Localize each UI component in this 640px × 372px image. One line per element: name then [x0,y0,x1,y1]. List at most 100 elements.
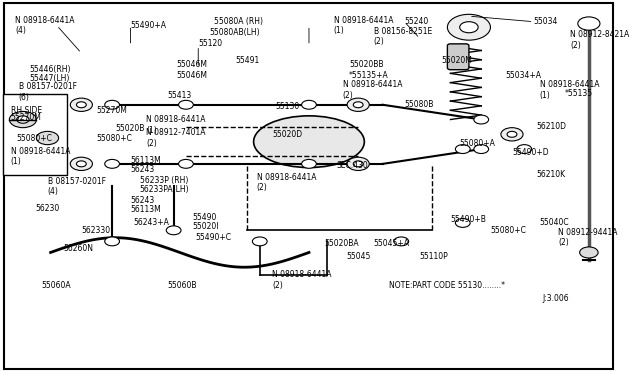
Text: 55045: 55045 [346,251,371,261]
FancyBboxPatch shape [447,44,469,70]
Circle shape [166,226,181,235]
Text: N 08918-6441A
(4): N 08918-6441A (4) [15,16,74,35]
Text: 55020D: 55020D [272,130,302,139]
Circle shape [70,98,92,112]
Text: 56113M: 56113M [131,205,161,215]
Circle shape [105,237,120,246]
FancyBboxPatch shape [4,3,614,369]
Text: *55135: *55135 [564,89,593,98]
Text: 56243: 56243 [131,196,155,205]
Text: 55020I: 55020I [192,222,219,231]
Text: 56230: 56230 [35,203,60,213]
Circle shape [580,247,598,258]
Text: *55135+A: *55135+A [349,71,388,80]
Text: 55060B: 55060B [168,281,197,290]
Text: SEC.430: SEC.430 [337,161,369,170]
Circle shape [105,160,120,168]
Text: N 08918-6441A
(1): N 08918-6441A (1) [146,115,205,135]
Circle shape [347,98,369,112]
FancyBboxPatch shape [3,94,67,175]
Text: 55490+D: 55490+D [512,148,548,157]
Text: N 08918-6441A
(2): N 08918-6441A (2) [343,80,403,100]
Circle shape [501,128,523,141]
Text: B 08156-8251E
(2): B 08156-8251E (2) [374,27,432,46]
Text: 55080+A: 55080+A [460,139,495,148]
Circle shape [474,115,488,124]
Text: N 08912-9441A
(2): N 08912-9441A (2) [558,228,618,247]
Text: 55080+C: 55080+C [97,134,132,142]
Text: B 08157-0201F
(6): B 08157-0201F (6) [19,82,77,102]
Circle shape [301,100,316,109]
Text: 55045+A: 55045+A [374,239,410,248]
Circle shape [456,145,470,154]
Text: 56243: 56243 [131,165,155,174]
Circle shape [76,102,86,108]
Circle shape [179,160,193,168]
Circle shape [301,160,316,168]
Circle shape [460,22,478,33]
Text: 55110P: 55110P [420,251,449,261]
Text: N 08912-7401A
(2): N 08912-7401A (2) [146,128,205,148]
Text: 56243+A: 56243+A [134,218,170,227]
Text: B 08157-0201F
(4): B 08157-0201F (4) [47,177,106,196]
Text: RH SIDE: RH SIDE [11,106,42,115]
Text: 55490+B: 55490+B [451,215,486,224]
Text: 56210K: 56210K [536,170,566,179]
Text: 56233P (RH): 56233P (RH) [140,176,188,185]
Circle shape [353,161,363,167]
Text: 55020M: 55020M [441,56,472,65]
Text: 55080B: 55080B [404,100,434,109]
Text: 562330: 562330 [81,226,111,235]
Text: N 08918-6441A
(2): N 08918-6441A (2) [257,173,316,192]
Circle shape [252,237,267,246]
Text: N 08918-6441A
(1): N 08918-6441A (1) [540,80,599,100]
Text: 56233PA(LH): 56233PA(LH) [140,185,189,194]
Text: 55080+C: 55080+C [490,226,526,235]
Circle shape [179,100,193,109]
Text: 56210D: 56210D [536,122,566,131]
Circle shape [36,131,59,145]
Text: 55020BA: 55020BA [324,239,359,248]
Text: 55040C: 55040C [540,218,570,227]
Text: 55080+C: 55080+C [17,134,52,142]
Text: 55270M: 55270M [97,106,127,115]
Circle shape [353,102,363,108]
Text: N 08918-6441A
(1): N 08918-6441A (1) [333,16,393,35]
Circle shape [507,131,517,137]
Text: 55446(RH): 55446(RH) [29,65,70,74]
Text: 55490: 55490 [192,213,216,222]
Circle shape [17,116,29,123]
Circle shape [10,112,36,128]
Text: 55490+A: 55490+A [131,21,166,30]
Text: 56113M: 56113M [131,155,161,165]
Text: 55034+A: 55034+A [506,71,542,80]
Text: 55060A: 55060A [42,281,71,290]
Circle shape [76,161,86,167]
Circle shape [70,157,92,170]
Text: 55240: 55240 [404,17,429,26]
Text: 55034: 55034 [534,17,558,26]
Text: 55413: 55413 [168,91,192,100]
Circle shape [456,218,470,227]
Circle shape [105,100,120,109]
Circle shape [394,237,408,246]
Text: 55130: 55130 [275,102,300,111]
Circle shape [347,157,369,170]
Text: 55020B: 55020B [115,124,145,133]
Text: 55270M: 55270M [11,113,42,122]
Text: 55491: 55491 [235,56,259,65]
Ellipse shape [253,116,364,167]
Text: 55490+C: 55490+C [195,233,231,242]
Text: NOTE:PART CODE 55130........*: NOTE:PART CODE 55130........* [389,281,505,290]
Text: 55046M: 55046M [177,60,208,69]
Circle shape [517,145,532,154]
Text: N 08918-6441A
(1): N 08918-6441A (1) [11,147,70,166]
Circle shape [474,145,488,154]
Text: J:3.006: J:3.006 [543,294,570,303]
Text: N 08918-6441A
(2): N 08918-6441A (2) [272,270,332,290]
Text: 56260N: 56260N [63,244,93,253]
Circle shape [578,17,600,30]
Text: 55080A (RH): 55080A (RH) [214,17,262,26]
Text: 55020BB: 55020BB [349,60,383,69]
Text: 55120: 55120 [198,39,222,48]
